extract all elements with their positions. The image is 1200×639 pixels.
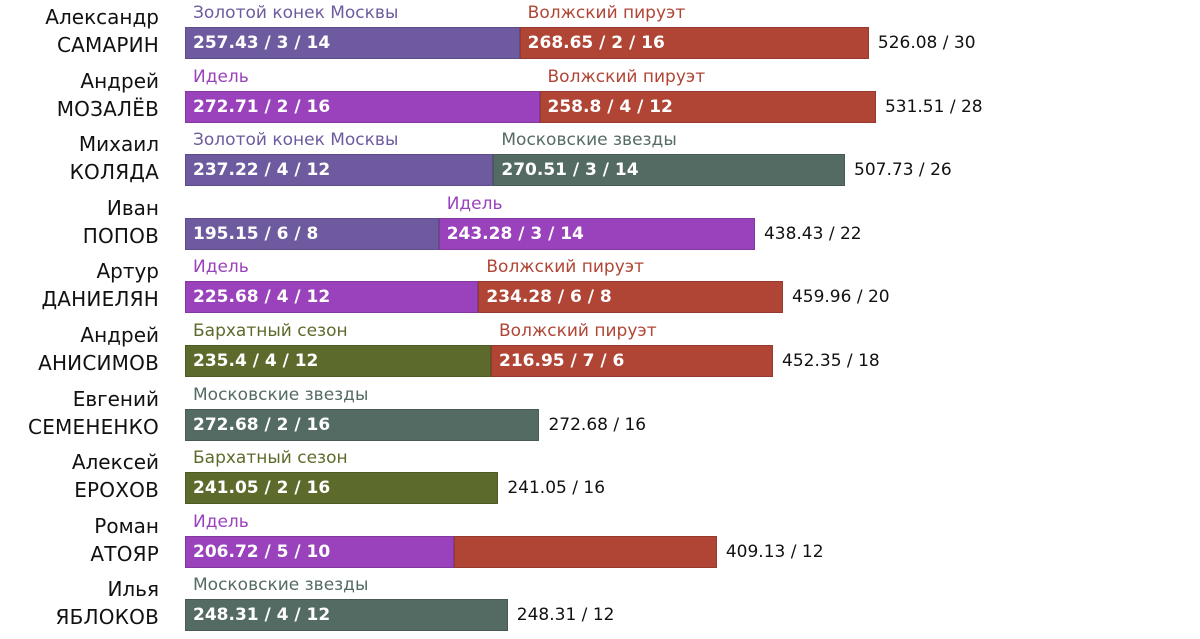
athlete-last-name: СЕМЕНЕНКО	[28, 414, 159, 439]
event-label: Московские звезды	[193, 384, 369, 405]
athlete-first-name: Андрей	[80, 68, 159, 93]
total-label: 507.73 / 26	[854, 160, 952, 181]
bar-segment: 258.8 / 4 / 12	[539, 90, 876, 123]
total-label: 248.31 / 12	[516, 605, 615, 626]
athlete-first-name: Роман	[94, 513, 159, 538]
athlete-first-name: Михаил	[78, 132, 159, 157]
total-label: 526.08 / 30	[877, 33, 976, 53]
chart-row: Александр САМАРИН 257.43 / 3 / 14 Золотой к…	[0, 3, 1200, 67]
athlete-name: Евгений СЕМЕНЕНКО	[0, 385, 159, 441]
athlete-last-name: МОЗАЛЁВ	[56, 96, 159, 121]
bar-segment: 248.31 / 4 / 12	[185, 599, 508, 632]
athlete-name: Илья ЯБЛОКОВ	[0, 575, 159, 631]
total-label: 459.96 / 20	[791, 287, 890, 308]
chart-row: Михаил КОЛЯДА 237.22 / 4 / 12 Золотой конек…	[0, 130, 1200, 194]
event-label: Идель	[446, 193, 503, 214]
athlete-first-name: Илья	[107, 577, 159, 602]
athlete-last-name: ДАНИЕЛЯН	[41, 287, 159, 312]
total-label: 452.35 / 18	[782, 351, 880, 371]
athlete-last-name: КОЛЯДА	[69, 160, 159, 185]
athlete-first-name: Артур	[96, 259, 159, 284]
bar-segment: 270.51 / 3 / 14	[493, 154, 846, 187]
bar-segment: 206.72 / 5 / 10	[185, 535, 454, 568]
event-label: Идель	[193, 511, 249, 532]
event-label: Идель	[193, 257, 249, 278]
chart-row: Евгений СЕМЕНЕНКО 272.68 / 2 / 16 Московски…	[0, 385, 1200, 449]
total-label: 241.05 / 16	[507, 478, 606, 499]
athlete-last-name: САМАРИН	[56, 33, 159, 57]
athlete-last-name: ЯБЛОКОВ	[55, 605, 159, 630]
event-label: Волжский пируэт	[547, 66, 706, 87]
athlete-first-name: Иван	[106, 195, 159, 220]
bar-segment: 257.43 / 3 / 14	[185, 27, 520, 59]
bar-segment: 216.95 / 7 / 6	[491, 345, 774, 377]
athlete-last-name: ПОПОВ	[82, 223, 159, 248]
event-label: Волжский пируэт	[486, 257, 644, 278]
event-label: Московские звезды	[193, 575, 369, 596]
chart-row: Роман АТОЯР 206.72 / 5 / 10 Идель 409.13 / 1…	[0, 512, 1200, 576]
chart-row: Илья ЯБЛОКОВ 248.31 / 4 / 12 Московские зве…	[0, 575, 1200, 639]
chart-row: Андрей МОЗАЛЁВ 272.71 / 2 / 16 Идель 258.8 /…	[0, 67, 1200, 131]
event-label: Московские звезды	[501, 130, 677, 151]
athlete-name: Александр САМАРИН	[0, 3, 159, 59]
bar-segment: 235.4 / 4 / 12	[185, 345, 492, 377]
athlete-name: Роман АТОЯР	[0, 512, 159, 568]
bar-segment: 241.05 / 2 / 16	[185, 472, 499, 505]
athlete-name: Андрей МОЗАЛЁВ	[0, 67, 159, 123]
bar-segment: 237.22 / 4 / 12	[185, 154, 494, 187]
athlete-name: Артур ДАНИЕЛЯН	[0, 257, 159, 313]
bar-segment: 234.28 / 6 / 8	[478, 281, 783, 314]
total-label: 438.43 / 22	[763, 223, 862, 244]
total-label: 409.13 / 12	[725, 541, 824, 562]
event-label: Волжский пируэт	[499, 321, 657, 341]
athlete-last-name: АТОЯР	[90, 541, 159, 566]
athlete-last-name: АНИСИМОВ	[38, 351, 159, 375]
event-label: Идель	[193, 66, 249, 87]
bar-segment: 195.15 / 6 / 8	[185, 217, 439, 250]
event-label: Золотой конек Москвы	[193, 3, 399, 23]
bar-segment: 225.68 / 4 / 12	[185, 281, 479, 314]
athlete-first-name: Евгений	[72, 386, 159, 411]
bar-segment: 272.71 / 2 / 16	[185, 90, 540, 123]
athlete-name: Андрей АНИСИМОВ	[0, 321, 159, 377]
athlete-first-name: Алексей	[71, 450, 159, 475]
total-label: 272.68 / 16	[548, 414, 647, 435]
event-label: Бархатный сезон	[193, 448, 348, 469]
athlete-name: Алексей ЕРОХОВ	[0, 448, 159, 504]
athlete-name: Михаил КОЛЯДА	[0, 130, 159, 186]
bar-segment: 268.65 / 2 / 16	[519, 27, 869, 59]
total-label: 531.51 / 28	[884, 96, 983, 117]
bar-segment: 243.28 / 3 / 14	[438, 217, 755, 250]
event-label: Золотой конек Москвы	[193, 130, 399, 151]
bar-segment	[453, 535, 717, 568]
athlete-first-name: Андрей	[80, 323, 159, 347]
event-label: Бархатный сезон	[193, 321, 348, 341]
chart-row: Алексей ЕРОХОВ 241.05 / 2 / 16 Бархатный се…	[0, 448, 1200, 512]
chart-row: Артур ДАНИЕЛЯН 225.68 / 4 / 12 Идель 234.28 …	[0, 257, 1200, 321]
event-label: Волжский пируэт	[527, 3, 686, 23]
bar-segment: 272.68 / 2 / 16	[185, 408, 540, 441]
athlete-name: Иван ПОПОВ	[0, 194, 159, 250]
athlete-last-name: ЕРОХОВ	[74, 478, 159, 503]
chart-row: Иван ПОПОВ 195.15 / 6 / 8 243.28 / 3 / 14 Ид…	[0, 194, 1200, 258]
athlete-first-name: Александр	[45, 5, 159, 29]
chart-row: Андрей АНИСИМОВ 235.4 / 4 / 12 Бархатный се…	[0, 321, 1200, 385]
